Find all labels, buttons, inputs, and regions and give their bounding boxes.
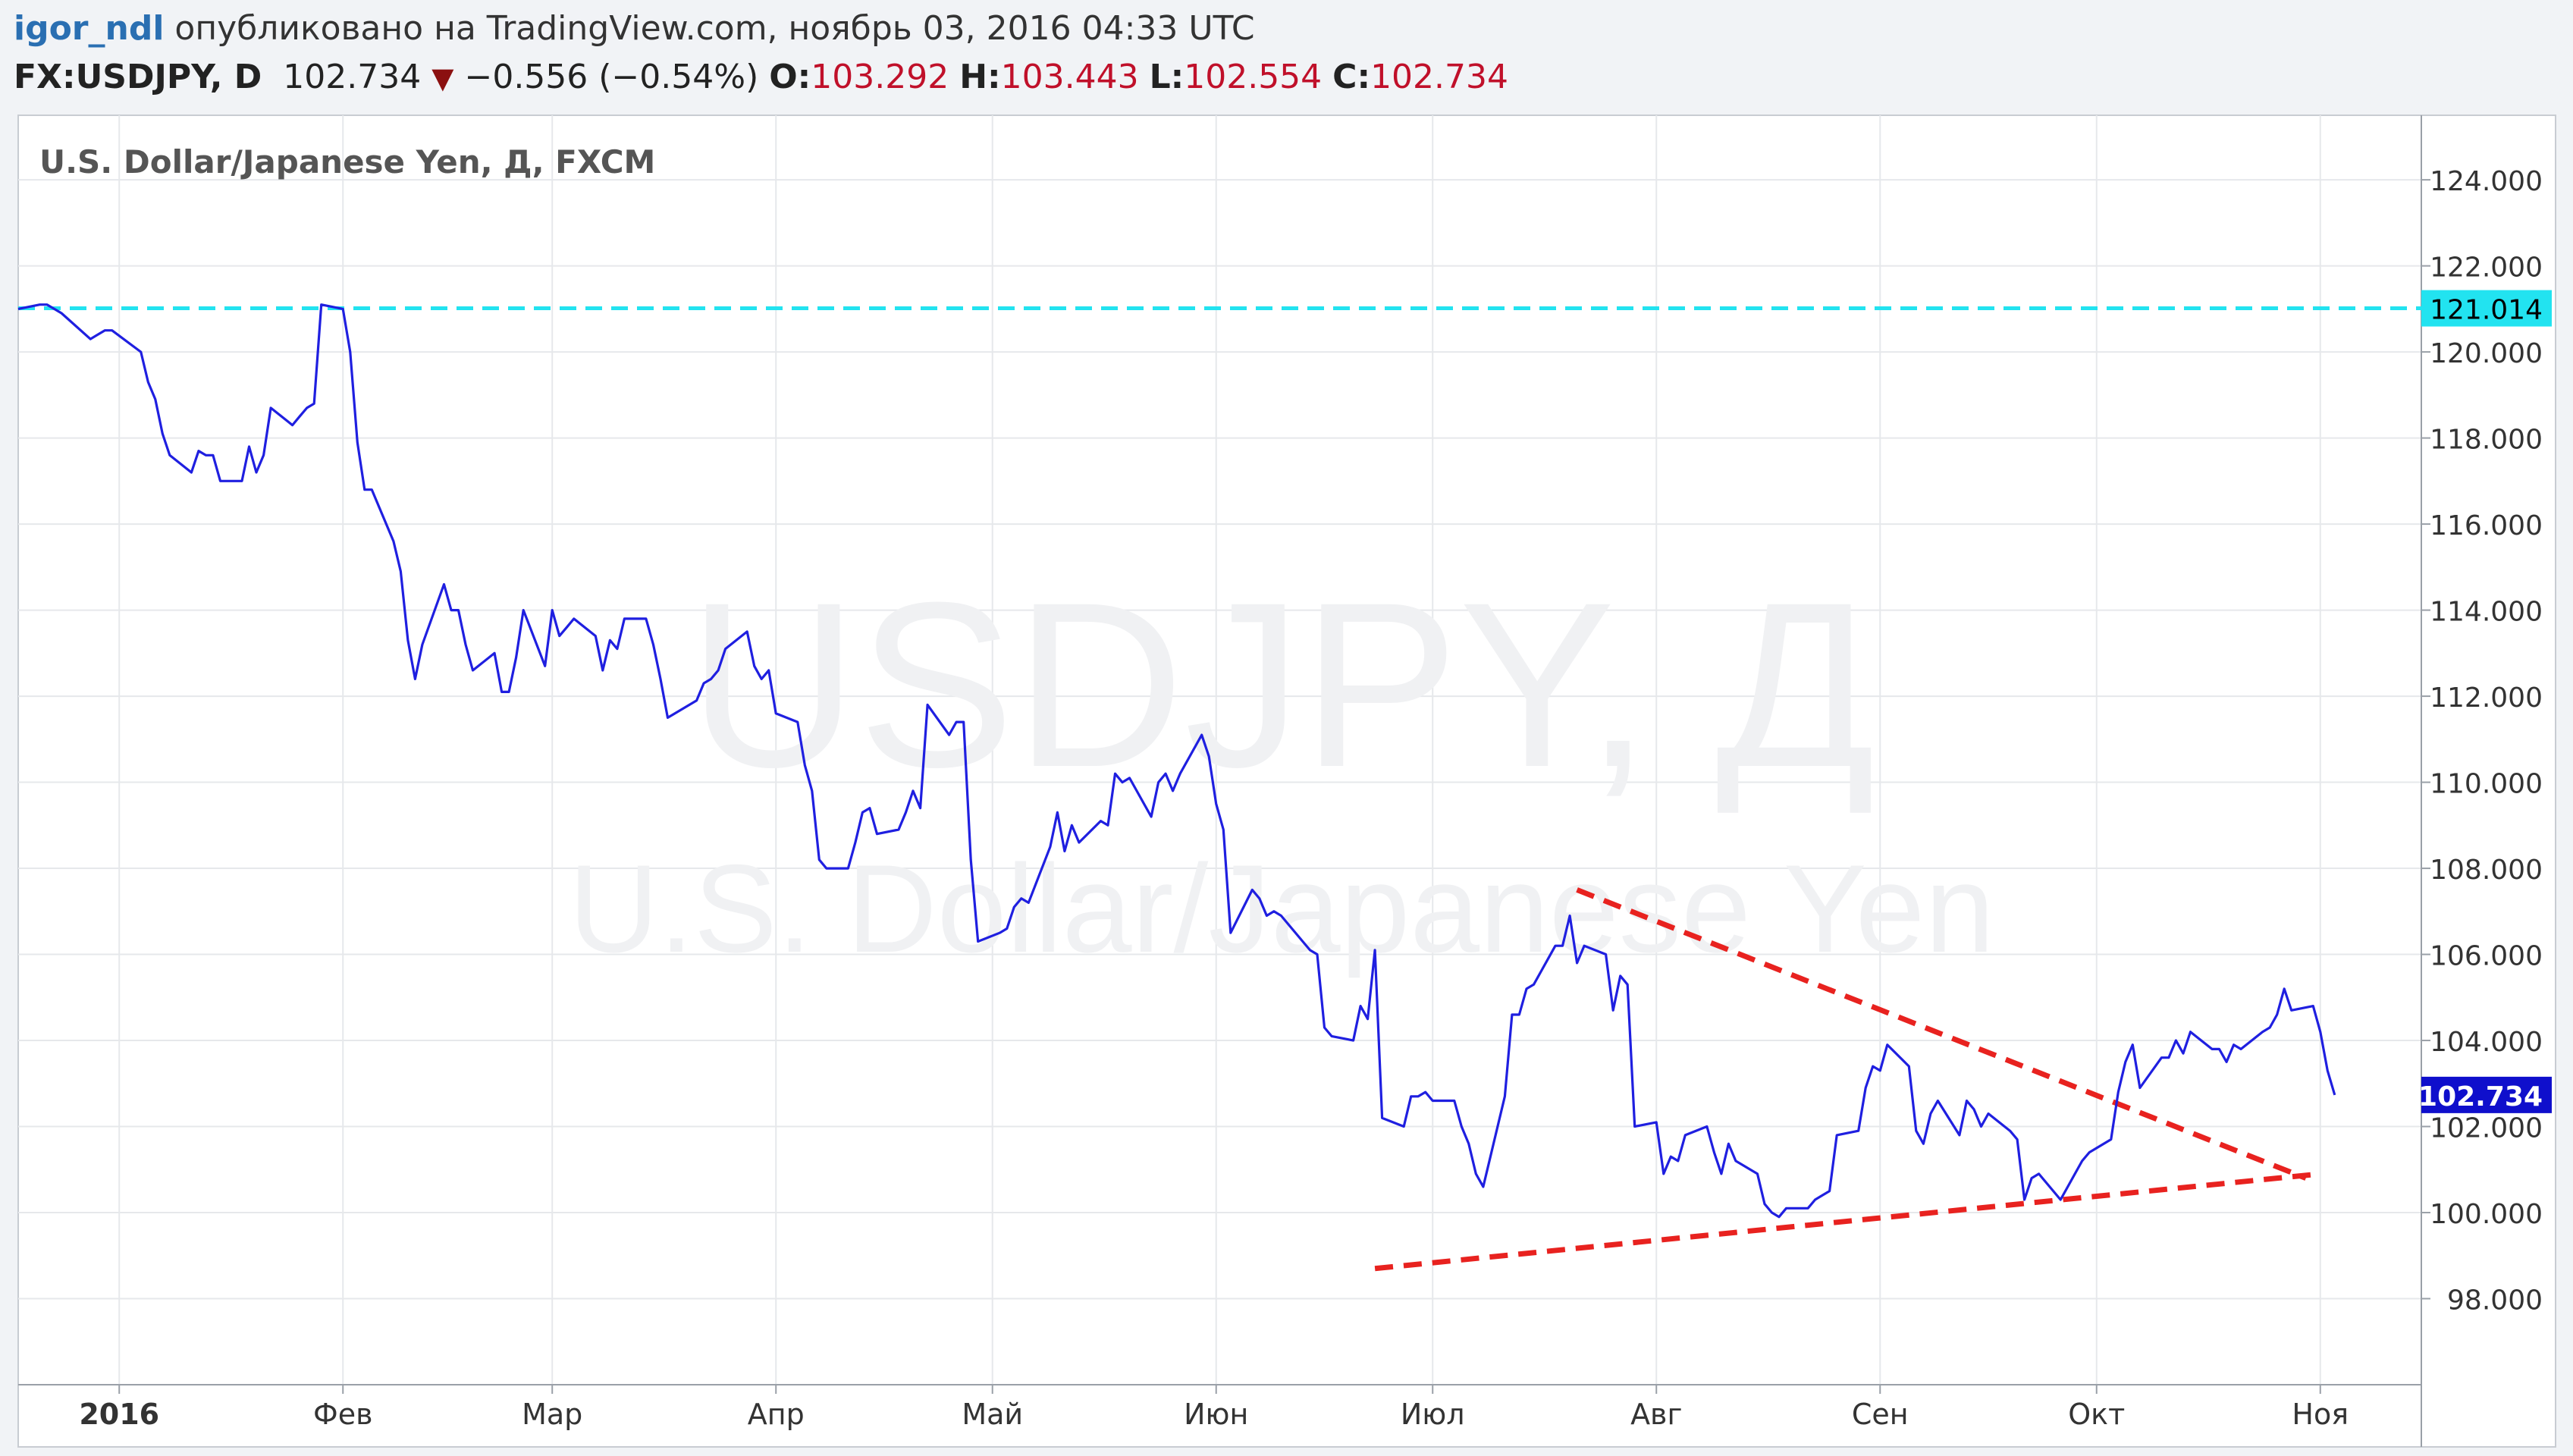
x-tick-label: Сен <box>1852 1398 1909 1431</box>
price-series <box>17 303 2336 1219</box>
price-labels: 121.014 102.734 <box>2418 290 2552 1113</box>
close-label: C: <box>1332 58 1371 96</box>
last-price-label: 102.734 <box>2418 1081 2543 1112</box>
x-tick-label: Июл <box>1401 1398 1465 1431</box>
low-label: L: <box>1149 58 1185 96</box>
resistance-price-label: 121.014 <box>2430 295 2543 326</box>
descending-trendline[interactable] <box>1576 887 2308 1181</box>
price-line <box>17 303 2336 1219</box>
watermark-symbol: USDJPY, Д <box>688 553 1875 816</box>
price-axis[interactable]: 98.000 100.000 102.000 104.000 106.000 108.00… <box>2421 166 2543 1316</box>
y-tick-label: 106.000 <box>2430 941 2543 972</box>
y-tick-label: 118.000 <box>2430 425 2543 456</box>
x-tick-label: Фев <box>313 1398 373 1431</box>
x-tick-label: Июн <box>1184 1398 1248 1431</box>
watermark-name: U.S. Dollar/Japanese Yen <box>569 839 1994 978</box>
down-arrow-icon: ▼ <box>431 61 454 95</box>
y-tick-label: 110.000 <box>2430 769 2543 800</box>
resistance-price-tag <box>2421 290 2552 327</box>
y-tick-label: 100.000 <box>2430 1199 2543 1230</box>
y-tick-label: 120.000 <box>2430 338 2543 369</box>
y-tick-label: 116.000 <box>2430 510 2543 541</box>
y-tick-label: 122.000 <box>2430 253 2543 284</box>
chart-title: U.S. Dollar/Japanese Yen, Д, FXCM <box>39 143 655 180</box>
y-tick-label: 114.000 <box>2430 597 2543 628</box>
grid-lines <box>18 115 2421 1385</box>
high-value: 103.443 <box>1000 58 1139 96</box>
open-label: O: <box>769 58 811 96</box>
x-tick-label: Май <box>962 1398 1023 1431</box>
close-value: 102.734 <box>1370 58 1509 96</box>
last-price-tag <box>2421 1076 2552 1113</box>
publish-text: опубликовано на TradingView.com, ноябрь … <box>174 9 1255 48</box>
y-tick-label: 98.000 <box>2447 1285 2543 1316</box>
x-tick-label: Окт <box>2068 1398 2125 1431</box>
x-tick-label: 2016 <box>79 1398 159 1431</box>
x-tick-label: Мар <box>522 1398 582 1431</box>
publish-info: igor_ndl опубликовано на TradingView.com… <box>14 9 1255 48</box>
symbol-label: FX:USDJPY, D <box>14 58 262 96</box>
y-tick-label: 124.000 <box>2430 166 2543 197</box>
x-tick-label: Авг <box>1630 1398 1682 1431</box>
open-value: 103.292 <box>811 58 949 96</box>
y-tick-label: 104.000 <box>2430 1027 2543 1058</box>
y-tick-label: 102.000 <box>2430 1113 2543 1144</box>
x-tick-label: Ноя <box>2292 1398 2349 1431</box>
price-change: −0.556 (−0.54%) <box>464 58 759 96</box>
y-tick-label: 112.000 <box>2430 682 2543 714</box>
last-price: 102.734 <box>283 58 422 96</box>
ascending-trendline[interactable] <box>1374 1171 2321 1272</box>
author-link[interactable]: igor_ndl <box>14 9 165 48</box>
time-axis[interactable]: 2016 Фев Мар Апр Май Июн Июл Авг Сен Окт Ноя <box>79 1385 2349 1431</box>
y-tick-label: 108.000 <box>2430 855 2543 886</box>
x-tick-label: Апр <box>748 1398 805 1431</box>
trendlines-layer[interactable] <box>1374 887 2321 1272</box>
ticker-line: FX:USDJPY, D 102.734 ▼ −0.556 (−0.54%) O… <box>14 58 1508 96</box>
low-value: 102.554 <box>1184 58 1323 96</box>
chart-frame <box>17 115 2556 1448</box>
high-label: H: <box>959 58 1001 96</box>
